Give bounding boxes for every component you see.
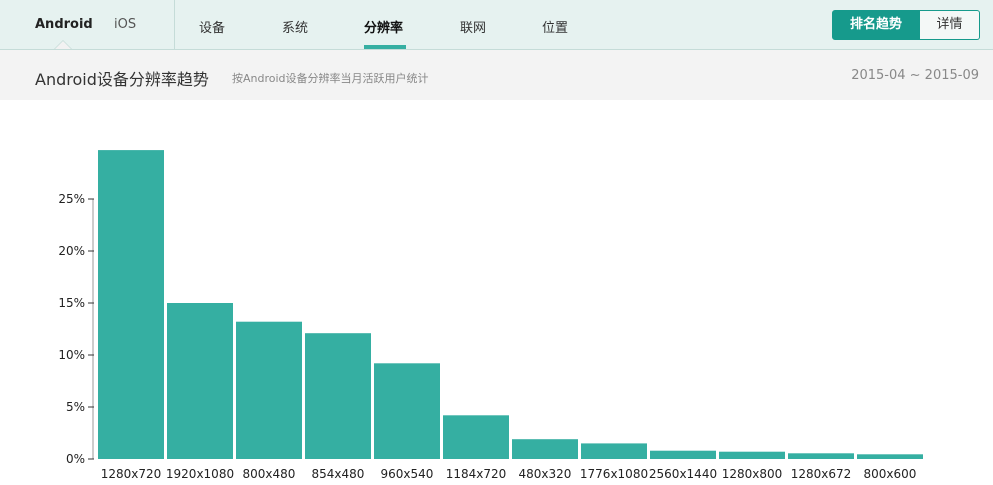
y-tick-label: 0% (66, 452, 85, 466)
x-category-label: 800x600 (864, 467, 917, 481)
y-tick-label: 20% (58, 244, 85, 258)
active-platform-caret-fill (55, 41, 71, 49)
active-tab-underline (364, 45, 406, 49)
bar-1280x800[interactable] (719, 451, 785, 459)
bar-1184x720[interactable] (443, 415, 509, 459)
page-subtitle: 按Android设备分辨率当月活跃用户统计 (232, 72, 429, 85)
bar-1280x672[interactable] (788, 453, 854, 459)
x-category-label: 1184x720 (446, 467, 507, 481)
resolution-bar-chart: 0% 5% 10% 15% 20% 25% 1280x720 1920x1080 800x48… (58, 150, 923, 481)
x-category-label: 800x480 (243, 467, 296, 481)
tab-resolution[interactable]: 分辨率 (364, 21, 404, 36)
top-nav-bar: Android iOS 设备 系统 分辨率 联网 位置 排名趋势 详情 (0, 0, 993, 50)
x-category-label: 480x320 (519, 467, 572, 481)
bar-1776x1080[interactable] (581, 443, 647, 459)
bar-800x600[interactable] (857, 454, 923, 459)
x-category-label: 1280x800 (722, 467, 783, 481)
tab-network[interactable]: 联网 (460, 21, 487, 36)
bar-854x480[interactable] (305, 333, 371, 459)
y-axis: 0% 5% 10% 15% 20% 25% (58, 192, 94, 466)
x-category-label: 1280x720 (101, 467, 162, 481)
date-range: 2015-04 ~ 2015-09 (851, 68, 979, 83)
platform-switcher: Android iOS (0, 0, 175, 49)
page-header: Android设备分辨率趋势 按Android设备分辨率当月活跃用户统计 201… (0, 50, 993, 100)
x-axis-labels: 1280x720 1920x1080 800x480 854x480 960x540 11… (101, 467, 917, 481)
bar-1920x1080[interactable] (167, 303, 233, 459)
tab-device[interactable]: 设备 (199, 21, 226, 36)
page-title: Android设备分辨率趋势 (35, 70, 209, 89)
y-tick-label: 25% (58, 192, 85, 206)
y-tick-label: 10% (58, 348, 85, 362)
x-category-label: 1280x672 (791, 467, 852, 481)
bars (98, 150, 923, 459)
bar-960x540[interactable] (374, 363, 440, 459)
x-category-label: 854x480 (312, 467, 365, 481)
detail-button[interactable]: 详情 (920, 10, 980, 40)
x-category-label: 1776x1080 (580, 467, 648, 481)
tab-system[interactable]: 系统 (282, 21, 309, 36)
platform-tab-android[interactable]: Android (35, 17, 93, 32)
bar-800x480[interactable] (236, 321, 302, 459)
platform-tab-ios[interactable]: iOS (114, 17, 137, 32)
y-tick-label: 15% (58, 296, 85, 310)
tab-location[interactable]: 位置 (542, 21, 569, 36)
bar-1280x720[interactable] (98, 150, 164, 459)
y-tick-label: 5% (66, 400, 85, 414)
rank-trend-button[interactable]: 排名趋势 (832, 10, 920, 40)
bar-480x320[interactable] (512, 439, 578, 459)
x-category-label: 1920x1080 (166, 467, 234, 481)
x-category-label: 2560x1440 (649, 467, 717, 481)
x-category-label: 960x540 (381, 467, 434, 481)
bar-2560x1440[interactable] (650, 450, 716, 459)
